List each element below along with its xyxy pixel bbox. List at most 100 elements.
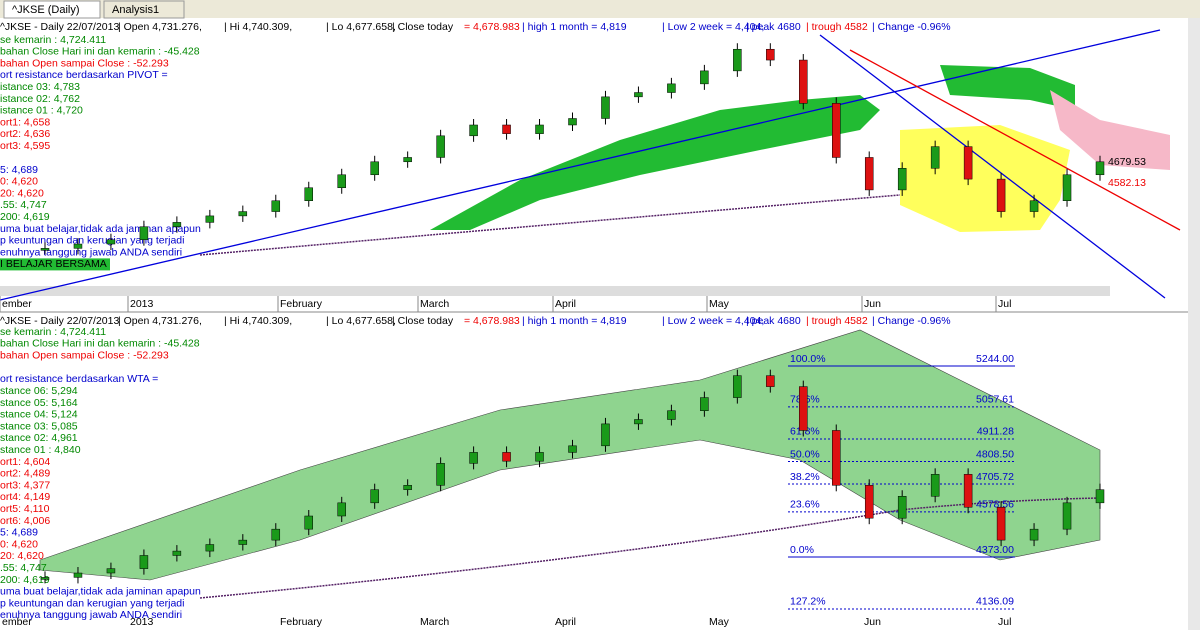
candle [40, 577, 50, 580]
ichimoku-cloud [430, 95, 880, 230]
info-line: 0: 4,620 [0, 538, 38, 550]
x-tick-label: Jul [998, 298, 1011, 310]
candle [897, 168, 907, 191]
candle [832, 103, 841, 158]
candle [238, 539, 248, 545]
info-line: ort2: 4,636 [0, 128, 50, 140]
info-line: bahan Open sampai Close : -52.293 [0, 57, 169, 69]
moving-average [199, 497, 1101, 599]
info-line: ort1: 4,658 [0, 116, 50, 128]
fib-value: 4705.72 [976, 471, 1014, 483]
fib-value: 4808.50 [976, 448, 1014, 460]
info-line: ort1: 4,604 [0, 456, 50, 468]
tab-label[interactable]: ^JKSE (Daily) [12, 4, 80, 16]
candle [205, 215, 215, 223]
header-field: | Lo 4,677.658, [326, 21, 396, 33]
info-line: ort3: 4,595 [0, 140, 50, 152]
info-line: bahan Close Hari ini dan kemarin : -45.4… [0, 338, 200, 350]
candle [139, 555, 149, 569]
candle [73, 243, 83, 249]
info-line: uma buat belajar,tidak ada jaminan apapu… [0, 586, 201, 598]
trend-line [819, 34, 1166, 299]
fib-value: 4373.00 [976, 544, 1014, 556]
info-line: uma buat belajar,tidak ada jaminan apapu… [0, 223, 201, 235]
candle [1062, 174, 1072, 201]
info-line: .55: 4,747 [0, 562, 47, 574]
header-field: | high 1 month = 4,819 [522, 21, 627, 33]
header-field: | trough 4582 [806, 21, 868, 33]
candle [733, 48, 742, 72]
info-line: se kemarin : 4,724.411 [0, 326, 106, 338]
candle [1062, 502, 1072, 530]
scrollbar [1188, 18, 1200, 630]
x-tick-label: Jul [998, 616, 1011, 628]
candle [996, 178, 1006, 212]
x-tick-label: Jun [864, 298, 881, 310]
info-line: enuhnya tanggung jawab ANDA sendiri [0, 609, 182, 621]
info-line: se kemarin : 4,724.411 [0, 34, 106, 46]
info-line: ort2: 4,489 [0, 468, 50, 480]
candle [799, 386, 808, 431]
fib-value: 4136.09 [976, 596, 1014, 608]
info-line: stance 06: 5,294 [0, 385, 78, 397]
candle [799, 59, 808, 104]
x-tick-label: April [555, 298, 576, 310]
candle [963, 474, 973, 508]
candle [601, 423, 610, 447]
fib-level: 0.0% [790, 544, 814, 556]
price-tag: 4582.13 [1108, 177, 1146, 189]
candle [864, 485, 874, 519]
candle [73, 572, 83, 578]
candle [568, 118, 577, 126]
header-field: | peak 4680 [746, 315, 801, 327]
header-field: | Open 4,731.276, [118, 21, 202, 33]
tab [103, 0, 185, 19]
info-line: 20: 4,620 [0, 187, 44, 199]
candle [337, 502, 346, 517]
header-field: | Hi 4,740.309, [224, 315, 292, 327]
info-line: stance 04: 5,124 [0, 409, 78, 421]
header-field: | Hi 4,740.309, [224, 21, 292, 33]
tab-label[interactable]: Analysis1 [112, 4, 159, 16]
candle [304, 515, 313, 530]
fib-level: 50.0% [790, 448, 820, 460]
x-tick-label: 2013 [130, 616, 154, 628]
info-line: 5: 4,689 [0, 164, 38, 176]
tab-bar [0, 0, 1200, 18]
candle [667, 410, 676, 420]
candle [766, 48, 775, 61]
info-line: 0: 4,620 [0, 176, 38, 188]
info-line: p keuntungan dan kerugian yang terjadi [0, 235, 184, 247]
candle [469, 452, 478, 464]
trend-line [849, 49, 1181, 231]
x-tick-label: March [420, 616, 449, 628]
candle [106, 239, 116, 245]
candle [601, 96, 610, 119]
header-field: = 4,678.983 [464, 21, 520, 33]
x-tick-label: 2013 [130, 298, 154, 310]
header-field: = 4,678.983 [464, 315, 520, 327]
candle [436, 135, 445, 158]
info-line: stance 02: 4,961 [0, 432, 78, 444]
header-field: | Low 2 week = 4,404, [662, 315, 764, 327]
fib-value: 5244.00 [976, 353, 1014, 365]
info-line: ort6: 4,006 [0, 515, 50, 527]
header-field: | Change -0.96% [872, 21, 951, 33]
candle [963, 146, 973, 180]
fib-value: 4578.56 [976, 499, 1014, 511]
candle [172, 222, 182, 227]
info-line: 5: 4,689 [0, 527, 38, 539]
x-tick-label: April [555, 616, 576, 628]
x-tick-label: February [280, 298, 323, 310]
candle [139, 226, 149, 240]
candle [1095, 161, 1105, 176]
x-tick-label: March [420, 298, 449, 310]
fib-level: 127.2% [790, 596, 826, 608]
candle [172, 550, 182, 556]
header-field: ^JKSE - Daily 22/07/2013 [0, 21, 119, 33]
candle [403, 485, 412, 490]
candle [502, 452, 511, 462]
x-tick-label: May [709, 616, 730, 628]
info-line: enuhnya tanggung jawab ANDA sendiri [0, 246, 182, 258]
